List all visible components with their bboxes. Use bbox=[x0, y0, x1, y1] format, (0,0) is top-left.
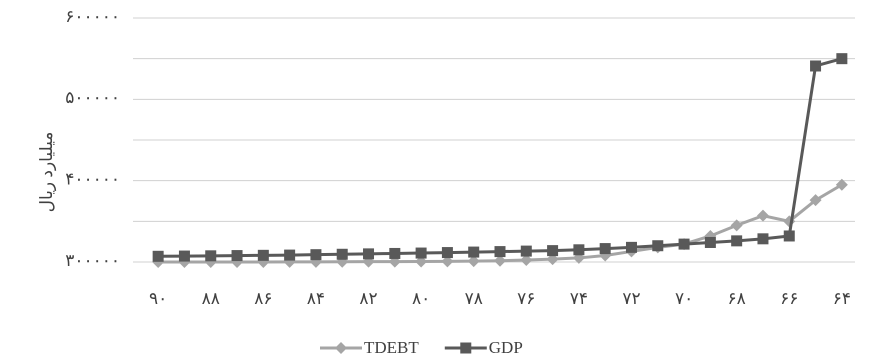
marker bbox=[441, 247, 453, 259]
marker bbox=[388, 255, 401, 268]
marker bbox=[441, 255, 454, 268]
marker bbox=[652, 240, 664, 252]
x-tick-label: ۷۰ bbox=[675, 289, 693, 308]
marker bbox=[809, 194, 822, 207]
x-tick-label: ۶۴ bbox=[833, 289, 851, 308]
legend-label: GDP bbox=[489, 338, 523, 357]
x-tick-label: ۸۶ bbox=[254, 289, 272, 308]
marker bbox=[284, 249, 296, 261]
marker bbox=[494, 254, 506, 267]
marker bbox=[520, 245, 532, 257]
x-tick-label: ۹۰ bbox=[149, 289, 167, 308]
marker bbox=[362, 255, 375, 268]
x-tick-label: ۸۰ bbox=[412, 289, 430, 308]
marker bbox=[310, 249, 322, 261]
y-tick-label: ۴۰۰۰۰۰ bbox=[65, 170, 120, 189]
marker bbox=[363, 248, 375, 260]
marker bbox=[704, 236, 716, 248]
marker bbox=[757, 233, 769, 245]
marker bbox=[678, 238, 690, 250]
marker bbox=[178, 250, 190, 262]
marker bbox=[546, 253, 559, 266]
y-tick-label: ۶۰۰۰۰۰ bbox=[65, 7, 120, 26]
marker bbox=[547, 245, 559, 257]
x-tick-label: ۷۴ bbox=[570, 289, 588, 308]
marker bbox=[205, 250, 217, 262]
marker bbox=[730, 219, 743, 232]
marker bbox=[520, 253, 533, 266]
marker bbox=[835, 178, 848, 191]
marker bbox=[468, 246, 480, 258]
marker bbox=[810, 60, 822, 72]
marker bbox=[336, 248, 348, 260]
marker bbox=[783, 230, 795, 242]
x-tick-label: ۷۶ bbox=[517, 289, 535, 308]
marker bbox=[467, 255, 480, 268]
x-tick-label: ۸۸ bbox=[202, 289, 220, 308]
marker bbox=[731, 235, 743, 247]
marker bbox=[494, 246, 506, 258]
x-tick-label: ۶۶ bbox=[780, 289, 798, 308]
y-tick-label: ۵۰۰۰۰۰ bbox=[65, 88, 120, 107]
marker bbox=[836, 53, 848, 65]
marker bbox=[231, 250, 243, 262]
marker bbox=[573, 244, 585, 256]
legend-marker bbox=[335, 342, 347, 354]
y-tick-label: ۳۰۰۰۰۰ bbox=[65, 251, 120, 270]
x-tick-label: ۶۸ bbox=[728, 289, 746, 308]
marker bbox=[152, 250, 164, 262]
x-tick-label: ۷۲ bbox=[622, 289, 640, 308]
marker bbox=[625, 241, 637, 253]
x-tick-label: ۷۸ bbox=[465, 289, 483, 308]
marker bbox=[389, 247, 401, 259]
marker bbox=[599, 243, 611, 255]
x-tick-label: ۸۲ bbox=[359, 289, 377, 308]
legend-marker bbox=[460, 342, 472, 354]
marker bbox=[756, 209, 769, 222]
y-axis-label: میلیارد ریال bbox=[37, 132, 57, 213]
marker bbox=[257, 249, 269, 261]
x-tick-label: ۸۴ bbox=[307, 289, 325, 308]
marker bbox=[415, 247, 427, 259]
legend-label: TDEBT bbox=[364, 338, 419, 357]
